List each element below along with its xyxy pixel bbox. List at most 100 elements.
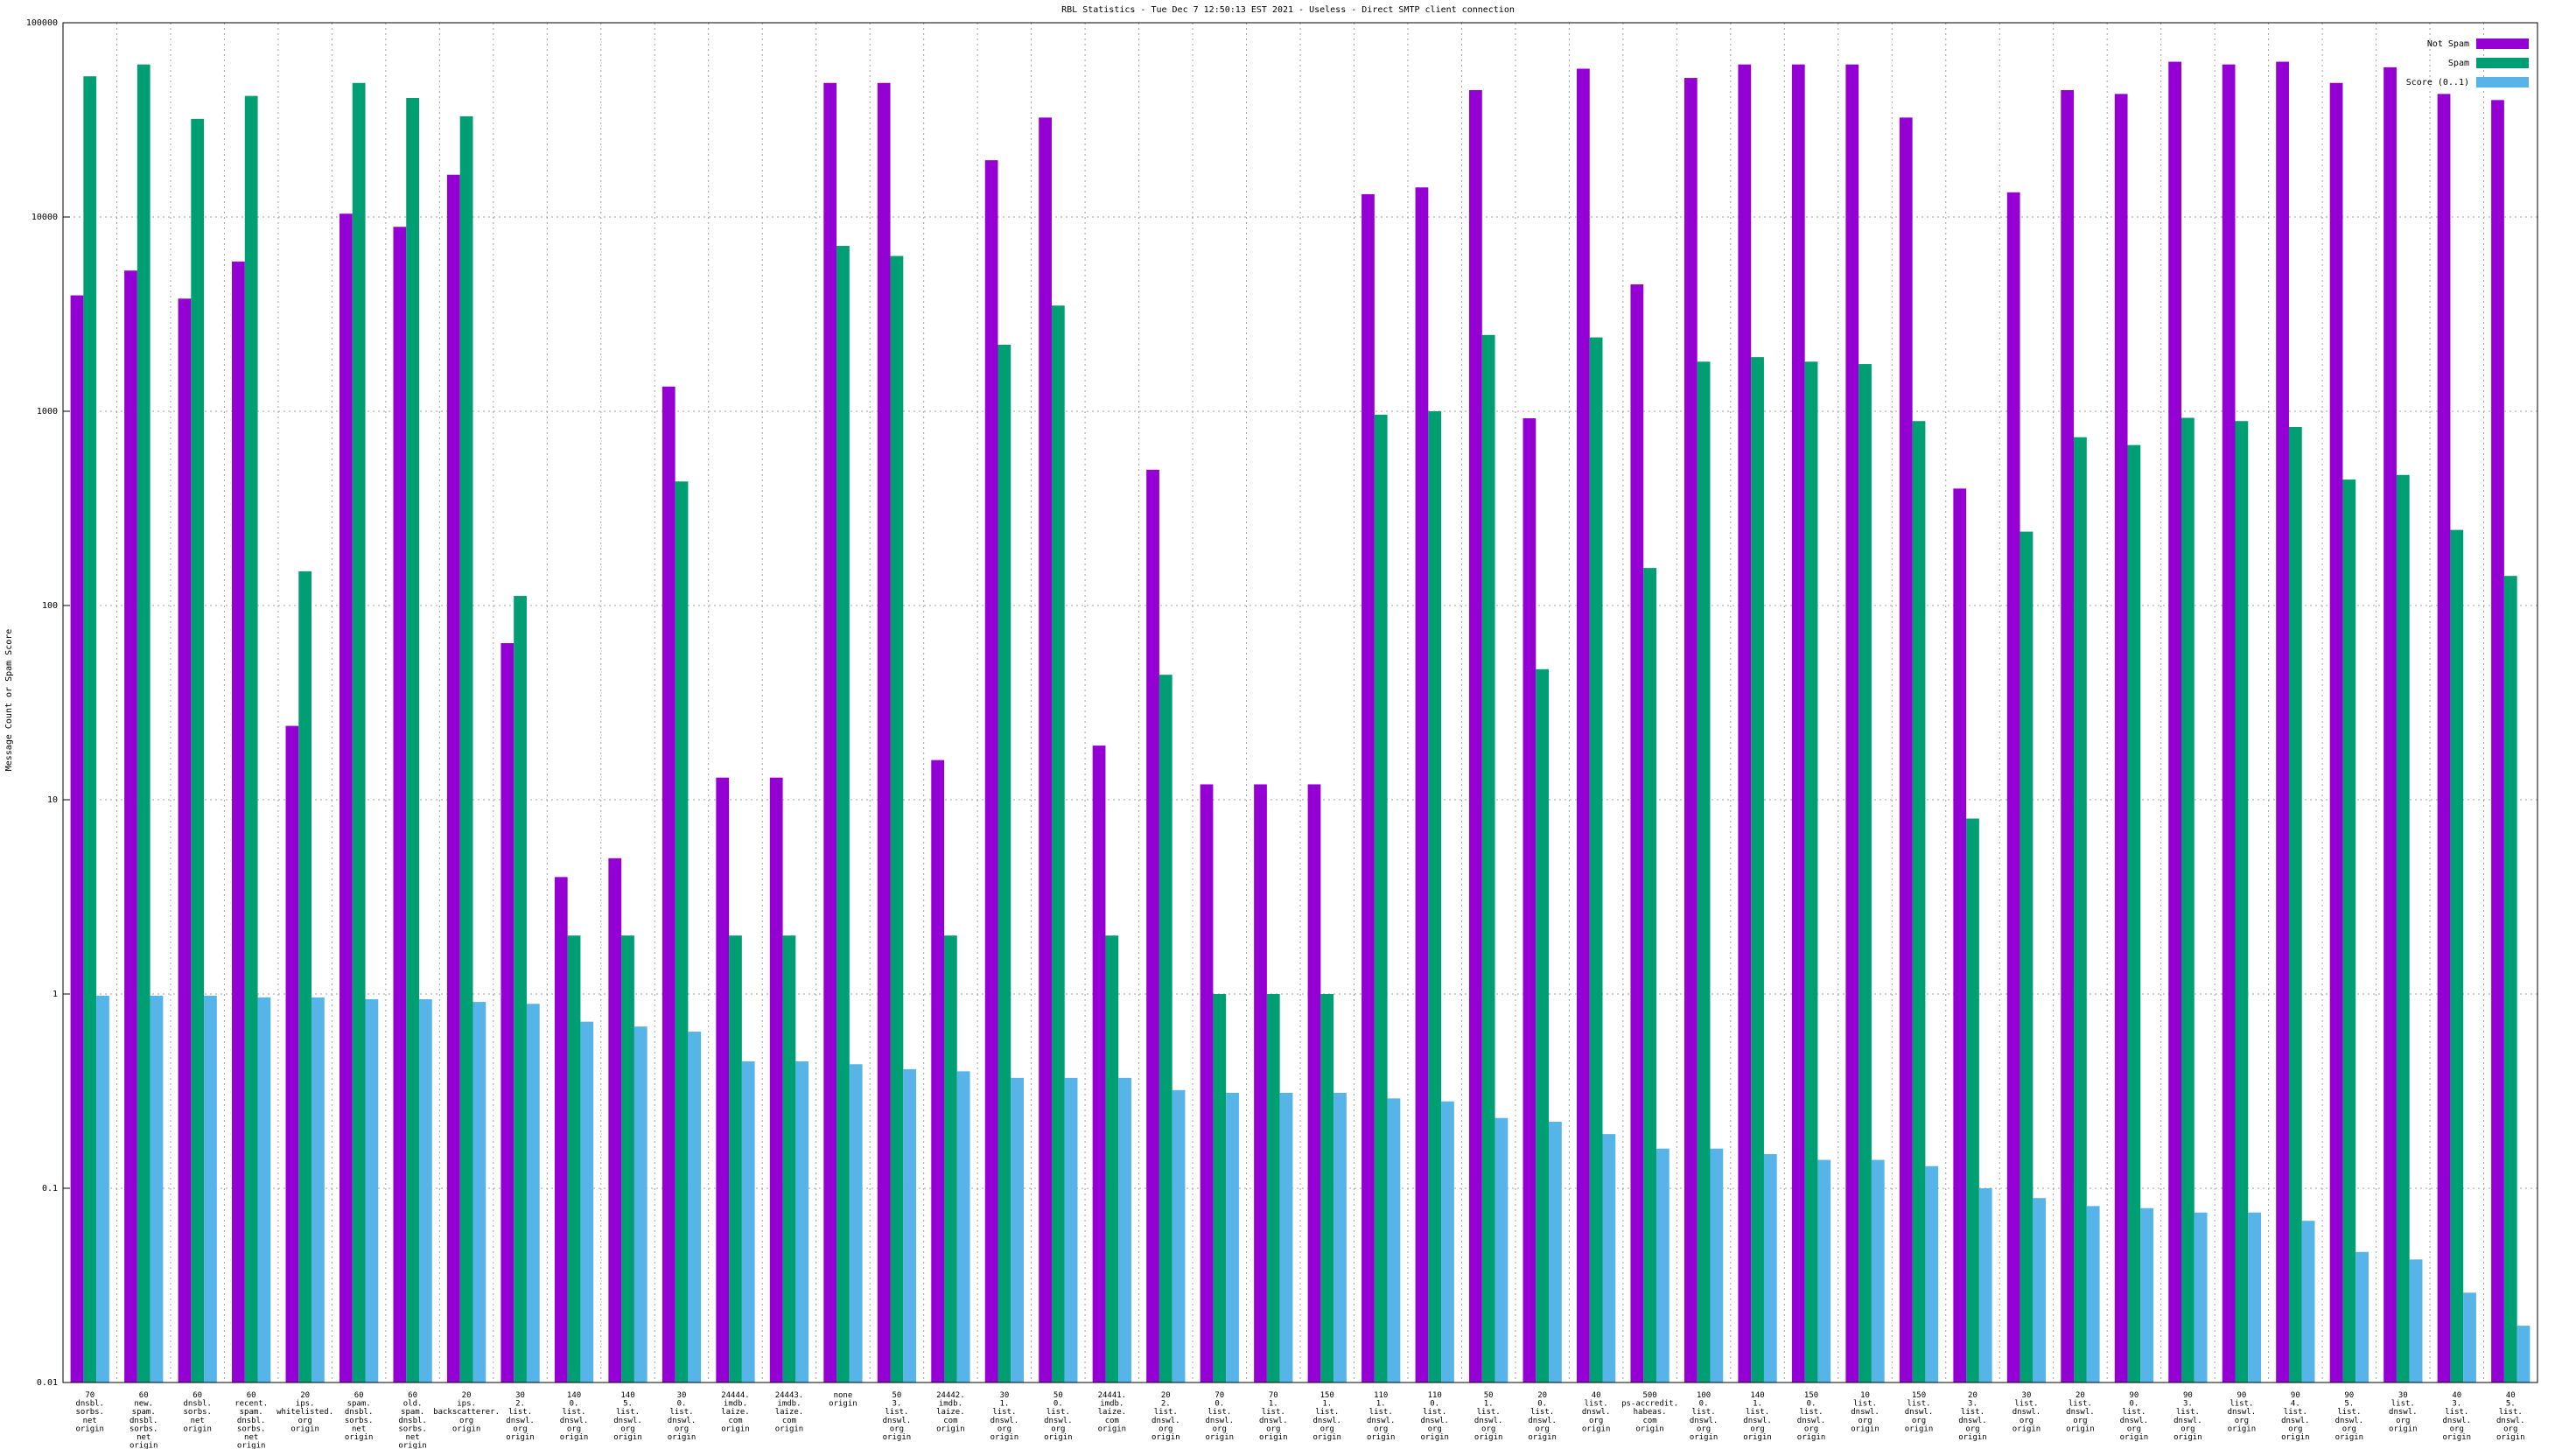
bar <box>257 997 271 1382</box>
bar <box>285 725 299 1382</box>
bar <box>1710 1148 1724 1382</box>
plot-frame <box>62 22 2538 1383</box>
bar <box>2181 417 2194 1382</box>
x-tick-label: 40 3. list. dnswl. org origin <box>2443 1391 2472 1442</box>
bar <box>1254 784 1267 1382</box>
bar <box>567 935 581 1382</box>
bar <box>688 1032 702 1382</box>
y-tick-label: 1000 <box>37 407 58 416</box>
bar <box>890 256 904 1382</box>
x-tick-label: 90 0. list. dnswl. org origin <box>2120 1391 2149 1442</box>
bar <box>2006 192 2020 1383</box>
bar <box>1146 469 1159 1383</box>
bar <box>2276 61 2289 1383</box>
bar <box>1051 305 1065 1382</box>
legend-swatch <box>2476 58 2529 68</box>
bar <box>2329 82 2343 1382</box>
bar <box>2222 64 2236 1383</box>
x-tick-label: 20 2. list. dnswl. org origin <box>1152 1391 1180 1442</box>
bar <box>877 82 891 1382</box>
bar <box>1589 337 1603 1382</box>
bar <box>2061 89 2075 1383</box>
bar <box>1966 818 1979 1382</box>
bar <box>459 116 473 1383</box>
bar <box>1279 1092 1293 1382</box>
bar <box>1415 187 1429 1382</box>
x-tick-label: 50 3. list. dnswl. org origin <box>883 1391 912 1442</box>
bar <box>1549 1121 1562 1382</box>
bar <box>1374 414 1388 1382</box>
bar <box>634 1026 648 1382</box>
bar <box>2503 576 2517 1382</box>
bar <box>1200 784 1214 1382</box>
bar <box>2020 531 2034 1382</box>
x-tick-label: 24442. imdb. laize. com origin <box>936 1391 965 1433</box>
bar <box>1751 357 1764 1382</box>
bar <box>150 995 164 1382</box>
bar <box>931 760 945 1382</box>
bar <box>2396 474 2410 1383</box>
x-tick-label: none origin <box>829 1391 858 1409</box>
bar <box>2140 1208 2154 1382</box>
bar <box>1320 994 1334 1382</box>
x-tick-label: 40 5. list. dnswl. org origin <box>2496 1391 2525 1442</box>
bar <box>2463 1292 2476 1382</box>
bar <box>2516 1326 2530 1382</box>
bar <box>2235 421 2249 1383</box>
bar <box>1656 1148 1670 1382</box>
y-tick-label: 1 <box>52 990 58 999</box>
bar <box>1899 117 1913 1382</box>
bar <box>526 1004 540 1382</box>
bar <box>2356 1251 2369 1382</box>
bar <box>1387 1098 1401 1382</box>
bar <box>1763 1153 1777 1382</box>
bar <box>608 858 622 1382</box>
bar <box>675 481 689 1382</box>
bar <box>96 995 109 1382</box>
bar <box>1064 1077 1078 1382</box>
y-tick-label: 0.1 <box>42 1184 58 1194</box>
bar <box>204 995 217 1382</box>
bar <box>2437 94 2451 1383</box>
x-tick-label: 40 list. dnswl. org origin <box>1582 1391 1611 1433</box>
bar <box>178 298 192 1382</box>
bar <box>849 1064 863 1382</box>
x-tick-label: 90 4. list. dnswl. org origin <box>2281 1391 2310 1442</box>
bar <box>2114 94 2128 1383</box>
x-tick-label: 20 ips. backscatterer. org origin <box>433 1391 500 1433</box>
bar <box>2288 426 2302 1383</box>
bar <box>2384 66 2397 1382</box>
bar <box>1494 1117 1508 1382</box>
bar <box>1307 784 1321 1382</box>
bar <box>769 777 783 1382</box>
bar <box>823 82 837 1382</box>
x-tick-label: 70 0. list. dnswl. org origin <box>1206 1391 1235 1442</box>
bar <box>1469 89 1482 1383</box>
y-tick-label: 10 <box>47 795 58 805</box>
x-tick-label: 150 list. dnswl. org origin <box>1905 1391 1934 1433</box>
bar <box>2409 1259 2423 1382</box>
x-tick-label: 90 3. list. dnswl. org origin <box>2174 1391 2202 1442</box>
bar <box>782 935 796 1382</box>
bar <box>1481 334 1495 1382</box>
y-axis-label: Message Count or Spam Score <box>4 629 14 772</box>
bar <box>621 935 634 1382</box>
y-tick-label: 100 <box>42 601 58 611</box>
bar <box>2127 444 2141 1383</box>
bar <box>2301 1221 2315 1382</box>
bar <box>514 596 527 1382</box>
bar <box>903 1068 917 1382</box>
bar <box>1576 68 1590 1382</box>
bar <box>124 270 137 1383</box>
bar <box>83 76 97 1383</box>
bar <box>1871 1159 1885 1382</box>
y-tick-label: 0.01 <box>37 1378 58 1388</box>
bar <box>944 935 957 1382</box>
bar <box>1213 994 1227 1382</box>
bar <box>836 246 850 1383</box>
bar <box>1226 1092 1239 1382</box>
bar <box>1092 746 1106 1382</box>
bar <box>500 643 514 1382</box>
bar <box>1428 411 1442 1382</box>
bar <box>1925 1166 1939 1382</box>
